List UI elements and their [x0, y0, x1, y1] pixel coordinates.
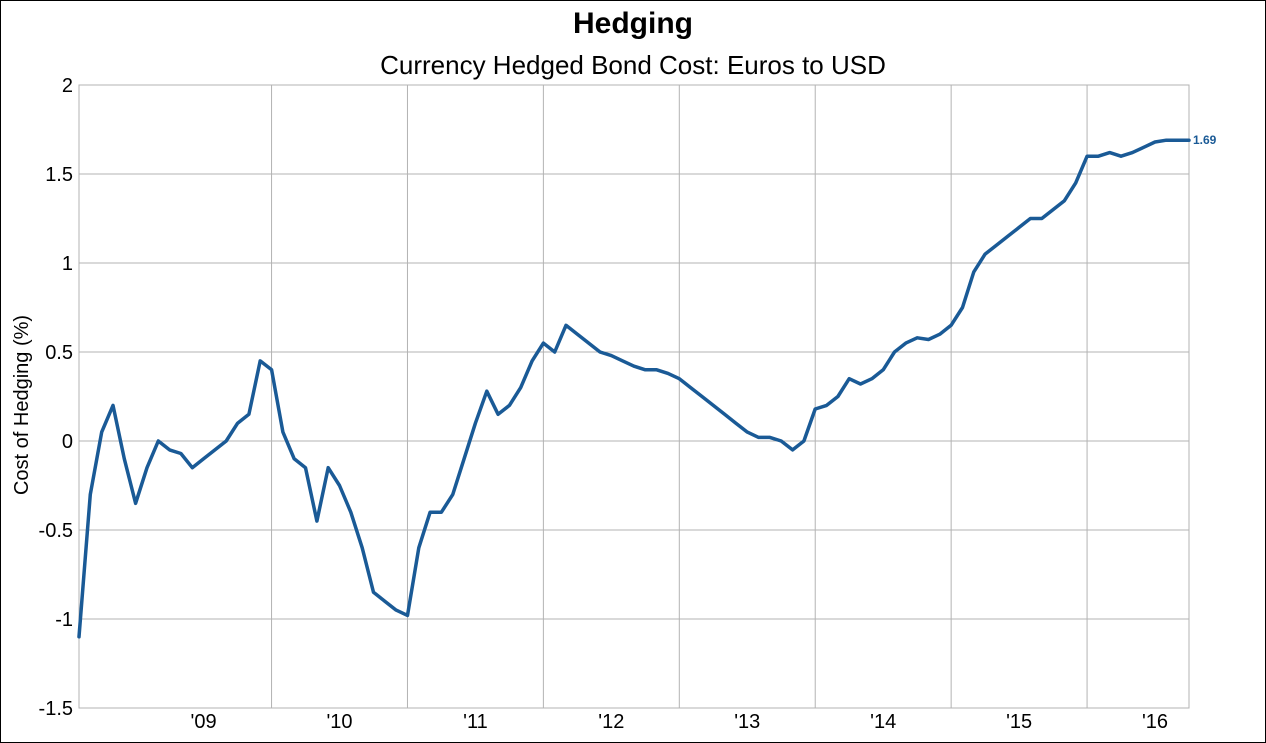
- axis-ticks: -1.5 -1 -0.5 0 0.5 1 1.5 2 '09 '10 '11 '12 '13 '14 '15…: [39, 75, 1169, 733]
- y-tick-label: 0: [62, 431, 73, 453]
- chart-subtitle: Currency Hedged Bond Cost: Euros to USD: [380, 50, 886, 80]
- y-axis-label: Cost of Hedging (%): [11, 315, 33, 495]
- chart-title: Hedging: [573, 7, 693, 40]
- y-tick-label: -0.5: [39, 520, 73, 542]
- y-tick-label: -1.5: [39, 698, 73, 720]
- x-tick-label: '14: [870, 711, 896, 733]
- x-tick-label: '16: [1142, 711, 1168, 733]
- x-tick-label: '12: [598, 711, 624, 733]
- x-tick-label: '09: [191, 711, 217, 733]
- x-tick-label: '10: [326, 711, 352, 733]
- y-tick-label: 1: [62, 253, 73, 275]
- y-tick-label: 0.5: [45, 342, 73, 364]
- x-tick-label: '15: [1006, 711, 1032, 733]
- y-tick-label: 1.5: [45, 164, 73, 186]
- x-tick-label: '13: [734, 711, 760, 733]
- series-line: [77, 138, 1191, 639]
- y-tick-label: -1: [55, 609, 73, 631]
- y-tick-label: 2: [62, 75, 73, 97]
- grid: [78, 84, 1190, 709]
- x-tick-label: '11: [463, 711, 488, 733]
- series: 1.69: [77, 133, 1217, 639]
- end-value-label: 1.69: [1193, 133, 1217, 147]
- plot-area: [78, 84, 1190, 709]
